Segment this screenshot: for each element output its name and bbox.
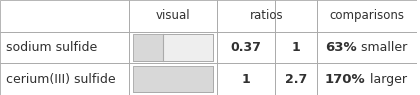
Bar <box>134 34 163 61</box>
Bar <box>129 63 217 95</box>
Bar <box>217 0 275 32</box>
Bar <box>134 66 213 92</box>
Bar <box>317 0 417 32</box>
Bar <box>0 0 129 32</box>
Bar <box>0 32 129 63</box>
Bar <box>134 66 213 92</box>
Text: sodium sulfide: sodium sulfide <box>6 41 98 54</box>
Text: 1: 1 <box>241 73 250 86</box>
Text: 2.7: 2.7 <box>285 73 307 86</box>
Text: 170%: 170% <box>325 73 365 86</box>
Bar <box>129 0 217 32</box>
Bar <box>217 32 275 63</box>
Bar <box>134 66 213 92</box>
Text: 63%: 63% <box>325 41 357 54</box>
Bar <box>134 34 213 61</box>
Text: 0.37: 0.37 <box>231 41 261 54</box>
Bar <box>275 63 317 95</box>
Bar <box>317 32 417 63</box>
Text: visual: visual <box>156 9 190 22</box>
Text: ratios: ratios <box>250 9 284 22</box>
Bar <box>275 0 317 32</box>
Bar <box>317 63 417 95</box>
Text: larger: larger <box>366 73 407 86</box>
Bar <box>134 34 213 61</box>
Text: smaller: smaller <box>357 41 407 54</box>
Bar <box>129 32 217 63</box>
Bar <box>275 32 317 63</box>
Bar <box>217 63 275 95</box>
Bar <box>0 63 129 95</box>
Text: comparisons: comparisons <box>329 9 404 22</box>
Text: 1: 1 <box>291 41 300 54</box>
Text: cerium(III) sulfide: cerium(III) sulfide <box>6 73 116 86</box>
